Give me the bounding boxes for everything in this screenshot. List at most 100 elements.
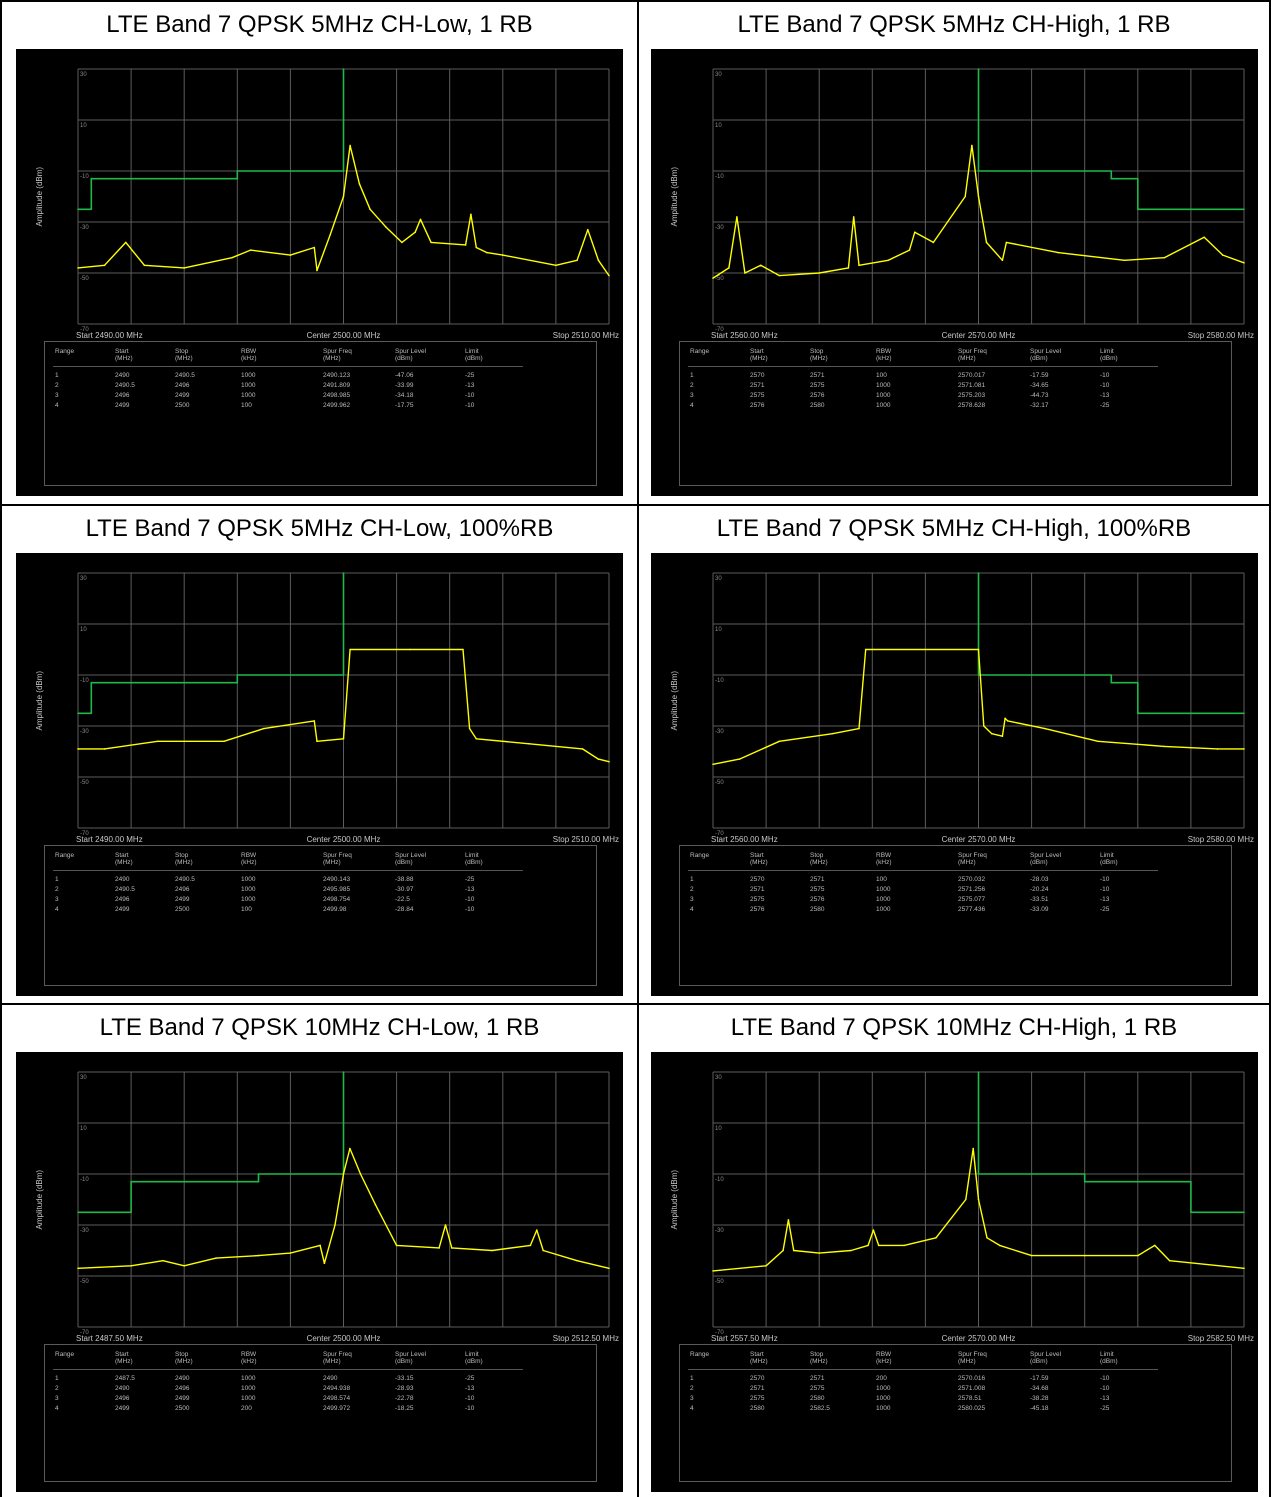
table-cell: 2 [55, 382, 59, 389]
table-header: Spur Freq (MHz) [958, 1351, 987, 1365]
trace-point [289, 254, 292, 256]
table-cell: 2490 [115, 1385, 130, 1392]
limit-point [1243, 208, 1245, 211]
table-header-divider [688, 366, 1158, 367]
trace-point [103, 264, 106, 267]
table-cell: -47.06 [395, 372, 414, 379]
trace-point [1006, 720, 1009, 722]
spectrum-trace-line [77, 144, 610, 276]
table-cell: -13 [465, 886, 475, 893]
cell-1: LTE Band 7 QPSK 5MHz CH-High, 1 RB 30 10 -1… [639, 2, 1269, 504]
table-cell: 2575 [750, 392, 765, 399]
panel-caption: LTE Band 7 QPSK 5MHz CH-High, 1 RB [737, 11, 1171, 38]
trace-point [249, 249, 252, 251]
spectrum-chart: 30 10 -10 -30 -50 -70 Amplitude (dBm) Start 256… [670, 572, 1254, 844]
table-cell: 2494.938 [323, 1385, 351, 1392]
table-cell: 3 [55, 1395, 59, 1402]
table-cell: 2490 [115, 876, 130, 883]
x-stop-label: Stop 2512.50 MHz [553, 1334, 619, 1343]
trace-point [972, 1147, 974, 1150]
table-cell: -17.59 [1030, 372, 1049, 379]
table-header-divider [53, 870, 523, 871]
table-cell: 4 [690, 402, 694, 409]
table-cell: 2499.98 [323, 906, 347, 913]
table-cell: 2499 [175, 896, 190, 903]
table-cell: 1 [690, 876, 694, 883]
table-cell: -17.75 [395, 402, 414, 409]
table-cell: 2570 [750, 372, 765, 379]
table-cell: 1000 [241, 1385, 256, 1392]
trace-point [162, 1259, 164, 1262]
trace-point [349, 144, 351, 147]
table-cell: -13 [1100, 896, 1110, 903]
table-border-right [1269, 0, 1271, 1497]
table-header: Start (MHz) [750, 348, 768, 362]
spectrum-chart: 30 10 -10 -30 -50 -70 Amplitude (dBm) Start 256… [670, 68, 1254, 340]
table-cell: -28.93 [395, 1385, 414, 1392]
y-tick-label: 30 [80, 72, 87, 78]
trace-point [1005, 241, 1008, 244]
table-cell: 2576 [750, 402, 765, 409]
trace-point [143, 264, 146, 267]
trace-point [491, 1249, 493, 1252]
trace-point [858, 727, 860, 730]
trace-point [964, 195, 967, 198]
y-tick-label: 30 [715, 576, 722, 582]
trace-point [468, 727, 471, 730]
y-tick-label: 10 [715, 123, 722, 129]
trace-point [903, 1244, 905, 1247]
table-cell: -30.97 [395, 886, 414, 893]
trace-point [1153, 1244, 1156, 1247]
table-header-divider [688, 870, 1158, 871]
table-cell: 2571 [810, 1375, 825, 1382]
table-cell: 2490.5 [115, 382, 135, 389]
x-start-label: Start 2560.00 MHz [711, 835, 778, 844]
limit-line [78, 573, 345, 715]
trace-point [983, 725, 985, 727]
trace-point [1001, 259, 1004, 262]
trace-point [124, 241, 127, 244]
panel-caption: LTE Band 7 QPSK 5MHz CH-High, 100%RB [716, 515, 1192, 542]
panel-caption: LTE Band 7 QPSK 5MHz CH-Low, 100%RB [85, 515, 554, 542]
trace-point [818, 1252, 820, 1254]
y-axis-label: Amplitude (dBm) [670, 167, 679, 227]
table-cell: -13 [1100, 1395, 1110, 1402]
table-cell: -34.65 [1030, 382, 1049, 389]
spur-results-table: Range Start (MHz) Stop (MHz) RBW (kHz) Spur … [679, 845, 1232, 986]
y-tick-label: -10 [715, 1177, 724, 1183]
table-cell: -25 [1100, 402, 1110, 409]
trace-point [858, 264, 860, 267]
table-cell: 200 [241, 1405, 252, 1412]
table-cell: 2578.51 [958, 1395, 982, 1402]
table-header: Spur Level (dBm) [1030, 1351, 1062, 1365]
spur-results-table: Range Start (MHz) Stop (MHz) RBW (kHz) Spur … [679, 1344, 1232, 1482]
trace-point [778, 274, 781, 277]
table-cell: 2 [690, 1385, 694, 1392]
table-cell: 2576 [750, 906, 765, 913]
y-tick-label: 10 [80, 123, 87, 129]
spur-results-table: Range Start (MHz) Stop (MHz) RBW (kHz) Spur … [679, 341, 1232, 486]
table-cell: 2575 [810, 382, 825, 389]
table-header: RBW (kHz) [876, 852, 892, 866]
trace-point [1243, 262, 1245, 264]
table-header: Stop (MHz) [175, 852, 193, 866]
y-tick-label: -70 [715, 1330, 724, 1336]
table-header: Limit (dBm) [1100, 1351, 1118, 1365]
table-cell: 1 [55, 1375, 59, 1382]
table-cell: -22.78 [395, 1395, 414, 1402]
table-cell: 2580 [810, 906, 825, 913]
trace-point [990, 732, 993, 735]
spectrum-analyzer-panel: 30 10 -10 -30 -50 -70 Amplitude (dBm) Start 256… [651, 553, 1258, 996]
y-axis-label: Amplitude (dBm) [35, 167, 44, 227]
trace-point [451, 1247, 453, 1249]
table-cell: -25 [465, 876, 475, 883]
trace-point [263, 727, 265, 730]
table-cell: -10 [465, 896, 475, 903]
trace-point [329, 233, 332, 236]
table-cell: 1000 [241, 886, 256, 893]
limit-point [77, 1211, 79, 1214]
limit-point [977, 170, 980, 172]
trace-point [475, 246, 478, 249]
table-cell: 1000 [876, 392, 891, 399]
limit-point [342, 68, 345, 70]
